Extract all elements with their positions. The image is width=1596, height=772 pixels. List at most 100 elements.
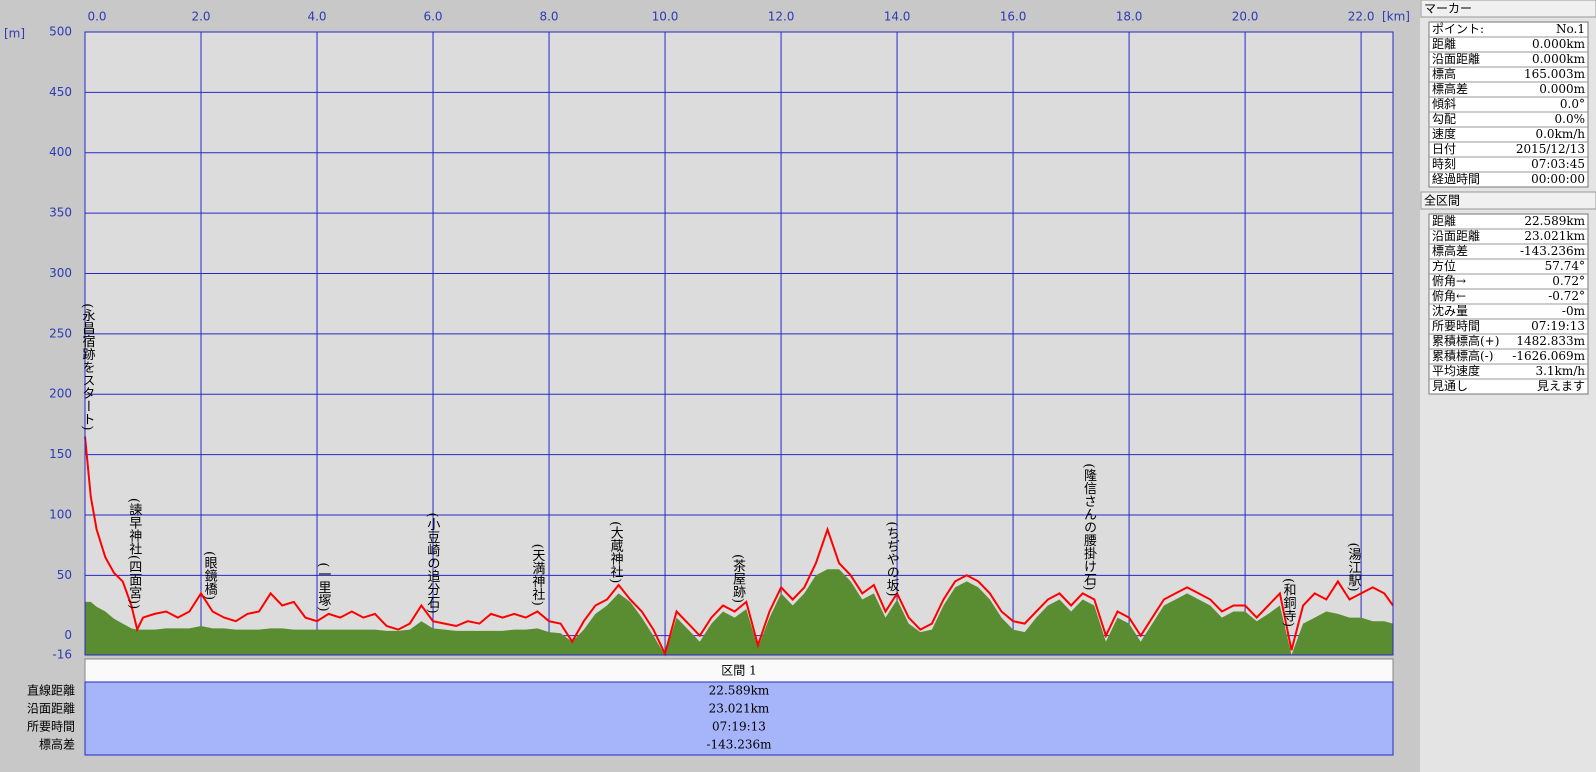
waypoint-label: (湯江駅): [1345, 542, 1361, 591]
panel-value: 00:00:00: [1531, 172, 1585, 186]
panel-value: 0.0km/h: [1535, 127, 1585, 141]
waypoint-label: (諫早神社(四面宮)): [126, 498, 142, 609]
panel-value: 07:19:13: [1531, 319, 1585, 333]
x-tick-label: 14.0: [884, 10, 911, 24]
y-tick-label: 50: [57, 568, 72, 582]
x-tick-label: 6.0: [423, 10, 442, 24]
row-value: 22.589km: [709, 684, 770, 698]
panel-label: 距離: [1432, 214, 1456, 228]
x-unit: [km]: [1382, 10, 1410, 24]
panel-label: 累積標高(-): [1432, 348, 1493, 363]
section-body: [84, 681, 1394, 756]
x-tick-label: 16.0: [1000, 10, 1027, 24]
waypoint-label: (天満神社): [529, 544, 545, 606]
plot-area: [84, 31, 1394, 656]
waypoint-label: (和銅寺): [1281, 578, 1297, 627]
panel-value: 0.000km: [1532, 52, 1586, 66]
waypoint-label: (一里塚): [315, 562, 331, 611]
panel-label: ポイント:: [1432, 22, 1484, 36]
x-tick-label: 12.0: [768, 10, 795, 24]
row-label: 所要時間: [27, 720, 75, 734]
panel-label: 沿面距離: [1432, 52, 1480, 66]
x-tick-label: 18.0: [1116, 10, 1143, 24]
panel-value: 1482.833m: [1516, 334, 1585, 348]
panel-value: 57.74°: [1545, 259, 1585, 273]
row-label: 直線距離: [27, 683, 75, 698]
panel-value: 2015/12/13: [1516, 142, 1585, 156]
panel-value: 0.000km: [1532, 37, 1586, 51]
panel-label: 標高差: [1432, 243, 1468, 258]
waypoint-label: (小豆崎の追分石): [424, 512, 440, 613]
panel-label: 速度: [1432, 126, 1456, 141]
panel-value: -143.236m: [1520, 244, 1586, 258]
panel-label: 俯角←: [1432, 288, 1466, 303]
panel-title: マーカー: [1424, 2, 1472, 16]
panel-value: 165.003m: [1524, 67, 1586, 81]
row-label: 標高差: [39, 737, 75, 752]
y-tick-label: -16: [52, 648, 72, 662]
panel-label: 時刻: [1432, 157, 1456, 171]
panel-label: 累積標高(+): [1432, 333, 1499, 348]
x-tick-label: 22.0: [1348, 10, 1375, 24]
section-title: 区間 1: [721, 664, 756, 678]
panel-value: 0.000m: [1539, 82, 1585, 96]
panel-label: 沿面距離: [1432, 229, 1480, 243]
panel-value: No.1: [1556, 22, 1585, 36]
panel-label: 標高差: [1432, 81, 1468, 96]
y-tick-label: 350: [49, 206, 72, 220]
panel-table: [1428, 21, 1589, 188]
y-unit: [m]: [4, 27, 25, 41]
panel-label: 勾配: [1432, 112, 1456, 126]
panel-header[interactable]: [1420, 0, 1596, 18]
x-tick-label: 0.0: [87, 10, 106, 24]
panel-value: 見えます: [1537, 379, 1585, 393]
panel-value: 3.1km/h: [1535, 364, 1585, 378]
row-value: 07:19:13: [712, 720, 766, 734]
x-tick-label: 8.0: [539, 10, 558, 24]
waypoint-label: (茶屋跡): [730, 554, 746, 603]
row-label: 沿面距離: [27, 702, 75, 716]
panel-value: -1626.069m: [1512, 349, 1585, 363]
panel-value: -0.72°: [1548, 289, 1585, 303]
y-tick-label: 300: [49, 266, 72, 280]
panel-label: 距離: [1432, 37, 1456, 51]
plot-border: [84, 31, 1394, 656]
x-tick-label: 10.0: [652, 10, 679, 24]
x-tick-label: 20.0: [1232, 10, 1259, 24]
y-tick-label: 0: [64, 628, 72, 642]
panel-value: 0.0°: [1560, 97, 1585, 111]
waypoint-label: (ちぢやの坂): [884, 521, 900, 596]
panel-title: 全区間: [1424, 193, 1460, 208]
waypoint-label: (永昌宿跡をスタート): [80, 303, 96, 430]
panel-header[interactable]: [1420, 191, 1596, 210]
y-tick-label: 200: [49, 387, 72, 401]
x-tick-label: 2.0: [191, 10, 210, 24]
waypoint-label: (大蔵神社): [608, 521, 624, 583]
y-tick-label: 150: [49, 447, 72, 461]
y-tick-label: 250: [49, 326, 72, 340]
panel-label: 見通し: [1432, 379, 1468, 393]
x-tick-label: 4.0: [307, 10, 326, 24]
y-tick-label: 100: [49, 507, 72, 521]
y-tick-label: 400: [49, 145, 72, 159]
panel-value: 0.0%: [1555, 112, 1586, 126]
terrain-area: [85, 569, 1393, 655]
panel-label: 沈み量: [1432, 303, 1468, 318]
panel-label: 経過時間: [1432, 172, 1480, 186]
waypoint-label: (隆信さんの腰掛け石): [1081, 463, 1097, 590]
panel-value: -0m: [1562, 304, 1586, 318]
panel-label: 標高: [1432, 66, 1456, 81]
panel-label: 日付: [1432, 142, 1456, 156]
row-value: 23.021km: [709, 702, 770, 716]
panel-label: 平均速度: [1432, 363, 1480, 378]
row-value: -143.236m: [706, 738, 772, 752]
panel-value: 07:03:45: [1531, 157, 1585, 171]
panel-label: 俯角→: [1432, 273, 1466, 288]
elevation-line: [84, 436, 1394, 657]
panel-label: 傾斜: [1432, 97, 1456, 111]
panel-label: 所要時間: [1432, 319, 1480, 333]
panel-value: 0.72°: [1552, 274, 1585, 288]
y-tick-label: 500: [49, 25, 72, 39]
panel-value: 23.021km: [1524, 229, 1585, 243]
